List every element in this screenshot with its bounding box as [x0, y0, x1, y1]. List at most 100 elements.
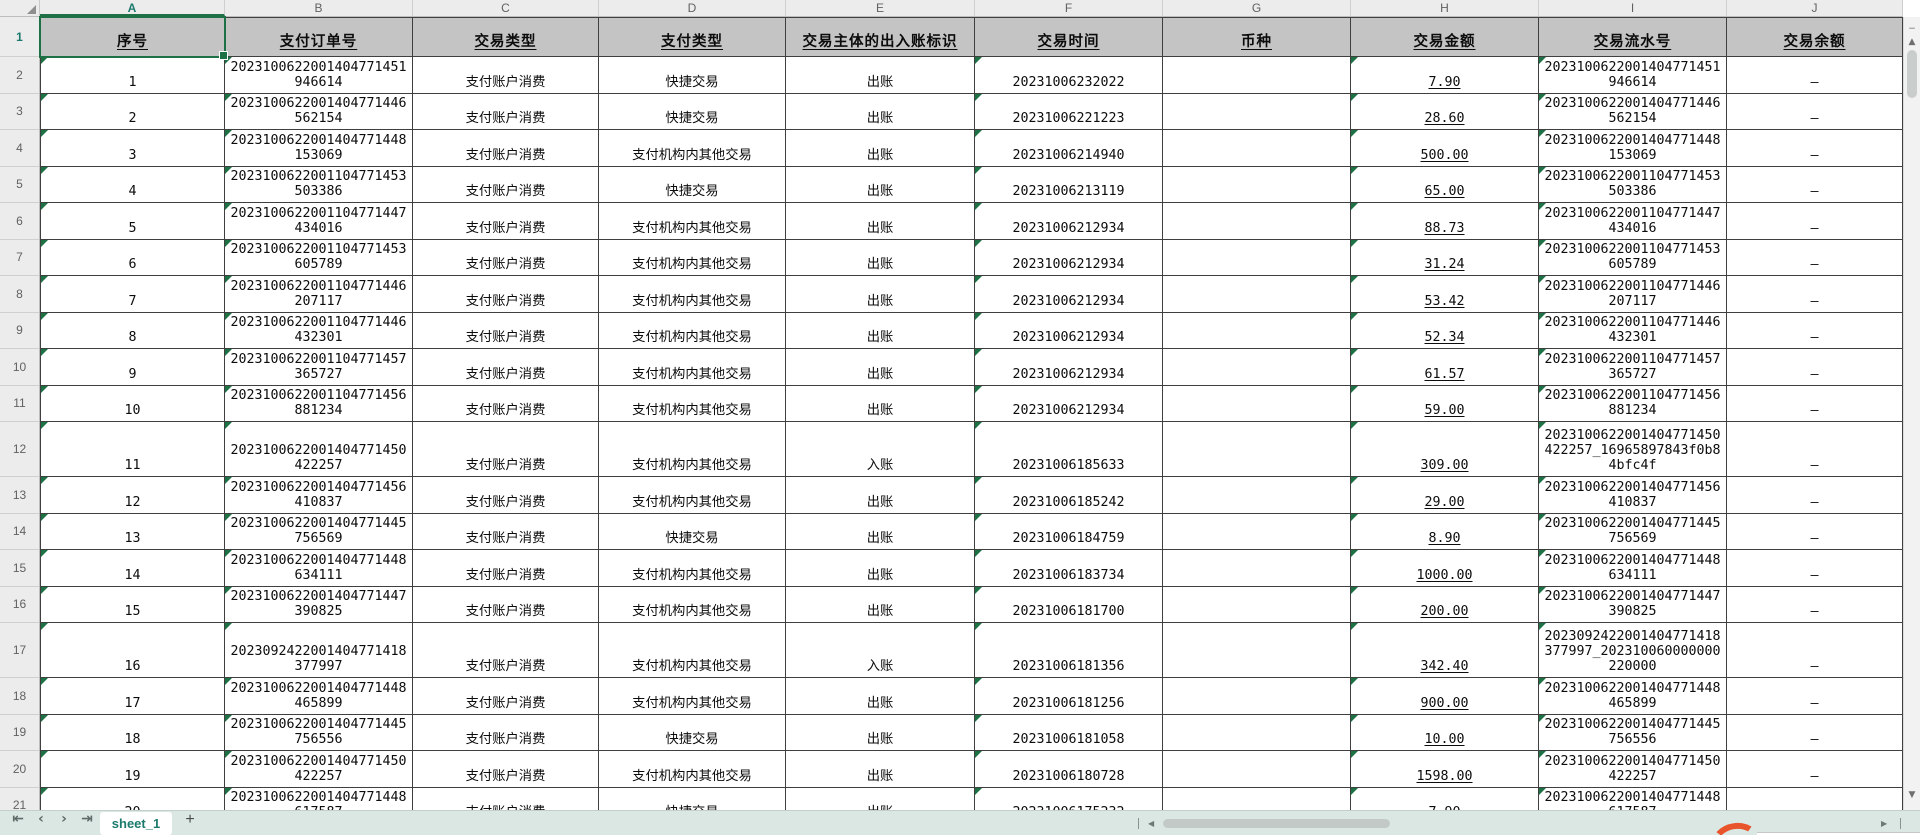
header-cell-E1[interactable]: 交易主体的出入账标识 — [786, 17, 975, 57]
grid-cell-F12[interactable]: 20231006185633 — [975, 422, 1163, 477]
grid-cell-A16[interactable]: 15 — [40, 586, 225, 623]
grid-cell-A6[interactable]: 5 — [40, 203, 225, 240]
grid-cell-E10[interactable]: 出账 — [786, 349, 975, 386]
column-letter-B[interactable]: B — [225, 0, 413, 16]
grid-cell-H9[interactable]: 52.34 — [1351, 312, 1539, 349]
grid-cell-B18[interactable]: 2023100622001404771448465899 — [225, 678, 413, 715]
grid-cell-F11[interactable]: 20231006212934 — [975, 385, 1163, 422]
grid-cell-H15[interactable]: 1000.00 — [1351, 550, 1539, 587]
grid-cell-B8[interactable]: 2023100622001104771446207117 — [225, 276, 413, 313]
grid-cell-D4[interactable]: 支付机构内其他交易 — [599, 130, 786, 167]
grid-cell-I12[interactable]: 2023100622001404771450422257_16965897843… — [1539, 422, 1727, 477]
grid-cell-I9[interactable]: 2023100622001104771446432301 — [1539, 312, 1727, 349]
grid-cell-E8[interactable]: 出账 — [786, 276, 975, 313]
grid-cell-F16[interactable]: 20231006181700 — [975, 586, 1163, 623]
row-number-8[interactable]: 8 — [0, 276, 39, 313]
header-cell-F1[interactable]: 交易时间 — [975, 17, 1163, 57]
grid-cell-G2[interactable] — [1163, 57, 1351, 94]
row-number-5[interactable]: 5 — [0, 167, 39, 203]
grid-cell-A7[interactable]: 6 — [40, 239, 225, 276]
row-number-11[interactable]: 11 — [0, 386, 39, 422]
column-letter-H[interactable]: H — [1351, 0, 1539, 16]
grid-cell-F20[interactable]: 20231006180728 — [975, 751, 1163, 788]
grid-cell-F21[interactable]: 20231006175232 — [975, 787, 1163, 810]
grid-cell-G21[interactable] — [1163, 787, 1351, 810]
row-number-16[interactable]: 16 — [0, 587, 39, 623]
row-number-20[interactable]: 20 — [0, 751, 39, 788]
grid-cell-B7[interactable]: 2023100622001104771453605789 — [225, 239, 413, 276]
grid-cell-H5[interactable]: 65.00 — [1351, 166, 1539, 203]
grid-cell-H10[interactable]: 61.57 — [1351, 349, 1539, 386]
grid-cell-H2[interactable]: 7.90 — [1351, 57, 1539, 94]
grid-cell-C18[interactable]: 支付账户消费 — [413, 678, 599, 715]
grid-cell-A14[interactable]: 13 — [40, 513, 225, 550]
grid-cell-F19[interactable]: 20231006181058 — [975, 714, 1163, 751]
grid-cell-J21[interactable]: – — [1727, 787, 1903, 810]
header-cell-D1[interactable]: 支付类型 — [599, 17, 786, 57]
grid-cell-E21[interactable]: 出账 — [786, 787, 975, 810]
grid-cell-D13[interactable]: 支付机构内其他交易 — [599, 477, 786, 514]
grid-cell-E9[interactable]: 出账 — [786, 312, 975, 349]
grid-cell-D20[interactable]: 支付机构内其他交易 — [599, 751, 786, 788]
header-cell-G1[interactable]: 币种 — [1163, 17, 1351, 57]
grid-cell-J12[interactable]: – — [1727, 422, 1903, 477]
grid-cell-J3[interactable]: – — [1727, 93, 1903, 130]
grid-cell-J15[interactable]: – — [1727, 550, 1903, 587]
grid-cell-E6[interactable]: 出账 — [786, 203, 975, 240]
row-number-1[interactable]: 1 — [0, 17, 39, 57]
grid-cell-H6[interactable]: 88.73 — [1351, 203, 1539, 240]
grid-cell-F5[interactable]: 20231006213119 — [975, 166, 1163, 203]
hscroll-right-split[interactable] — [1900, 818, 1901, 829]
grid-cell-C12[interactable]: 支付账户消费 — [413, 422, 599, 477]
column-letter-F[interactable]: F — [975, 0, 1163, 16]
grid-cell-G11[interactable] — [1163, 385, 1351, 422]
grid-cell-G6[interactable] — [1163, 203, 1351, 240]
select-all-corner[interactable] — [0, 0, 40, 17]
grid-cell-A13[interactable]: 12 — [40, 477, 225, 514]
grid-cell-I6[interactable]: 2023100622001104771447434016 — [1539, 203, 1727, 240]
header-cell-B1[interactable]: 支付订单号 — [225, 17, 413, 57]
grid-cell-A11[interactable]: 10 — [40, 385, 225, 422]
row-number-2[interactable]: 2 — [0, 57, 39, 94]
row-number-15[interactable]: 15 — [0, 550, 39, 587]
grid-cell-B14[interactable]: 2023100622001404771445756569 — [225, 513, 413, 550]
grid-cell-A12[interactable]: 11 — [40, 422, 225, 477]
grid-cell-J16[interactable]: – — [1727, 586, 1903, 623]
grid-cell-A5[interactable]: 4 — [40, 166, 225, 203]
grid-cell-G20[interactable] — [1163, 751, 1351, 788]
hscroll-left-split[interactable] — [1138, 818, 1139, 829]
grid-cell-B2[interactable]: 2023100622001404771451946614 — [225, 57, 413, 94]
grid-cell-A18[interactable]: 17 — [40, 678, 225, 715]
grid-cell-A8[interactable]: 7 — [40, 276, 225, 313]
grid-cell-G3[interactable] — [1163, 93, 1351, 130]
grid-cell-J8[interactable]: – — [1727, 276, 1903, 313]
header-cell-J1[interactable]: 交易余额 — [1727, 17, 1903, 57]
grid-cell-C10[interactable]: 支付账户消费 — [413, 349, 599, 386]
grid-cell-E7[interactable]: 出账 — [786, 239, 975, 276]
grid-cell-A17[interactable]: 16 — [40, 623, 225, 678]
grid-cell-I19[interactable]: 2023100622001404771445756556 — [1539, 714, 1727, 751]
grid-cell-G8[interactable] — [1163, 276, 1351, 313]
grid-cell-C14[interactable]: 支付账户消费 — [413, 513, 599, 550]
grid-cell-B11[interactable]: 2023100622001104771456881234 — [225, 385, 413, 422]
grid-cell-G19[interactable] — [1163, 714, 1351, 751]
grid-cell-F15[interactable]: 20231006183734 — [975, 550, 1163, 587]
grid-cell-D11[interactable]: 支付机构内其他交易 — [599, 385, 786, 422]
grid-cell-B13[interactable]: 2023100622001404771456410837 — [225, 477, 413, 514]
grid-cell-G16[interactable] — [1163, 586, 1351, 623]
grid-cell-D14[interactable]: 快捷交易 — [599, 513, 786, 550]
grid-cell-H16[interactable]: 200.00 — [1351, 586, 1539, 623]
grid-cell-D5[interactable]: 快捷交易 — [599, 166, 786, 203]
grid-cell-I20[interactable]: 2023100622001404771450422257 — [1539, 751, 1727, 788]
grid-cell-C15[interactable]: 支付账户消费 — [413, 550, 599, 587]
grid-cell-D8[interactable]: 支付机构内其他交易 — [599, 276, 786, 313]
grid-cell-C7[interactable]: 支付账户消费 — [413, 239, 599, 276]
vertical-scroll-thumb[interactable] — [1907, 50, 1917, 98]
grid-cell-H7[interactable]: 31.24 — [1351, 239, 1539, 276]
grid-cell-D17[interactable]: 支付机构内其他交易 — [599, 623, 786, 678]
grid-cell-G5[interactable] — [1163, 166, 1351, 203]
grid-cell-G10[interactable] — [1163, 349, 1351, 386]
grid-cell-J7[interactable]: – — [1727, 239, 1903, 276]
row-number-9[interactable]: 9 — [0, 313, 39, 349]
grid-cell-H8[interactable]: 53.42 — [1351, 276, 1539, 313]
